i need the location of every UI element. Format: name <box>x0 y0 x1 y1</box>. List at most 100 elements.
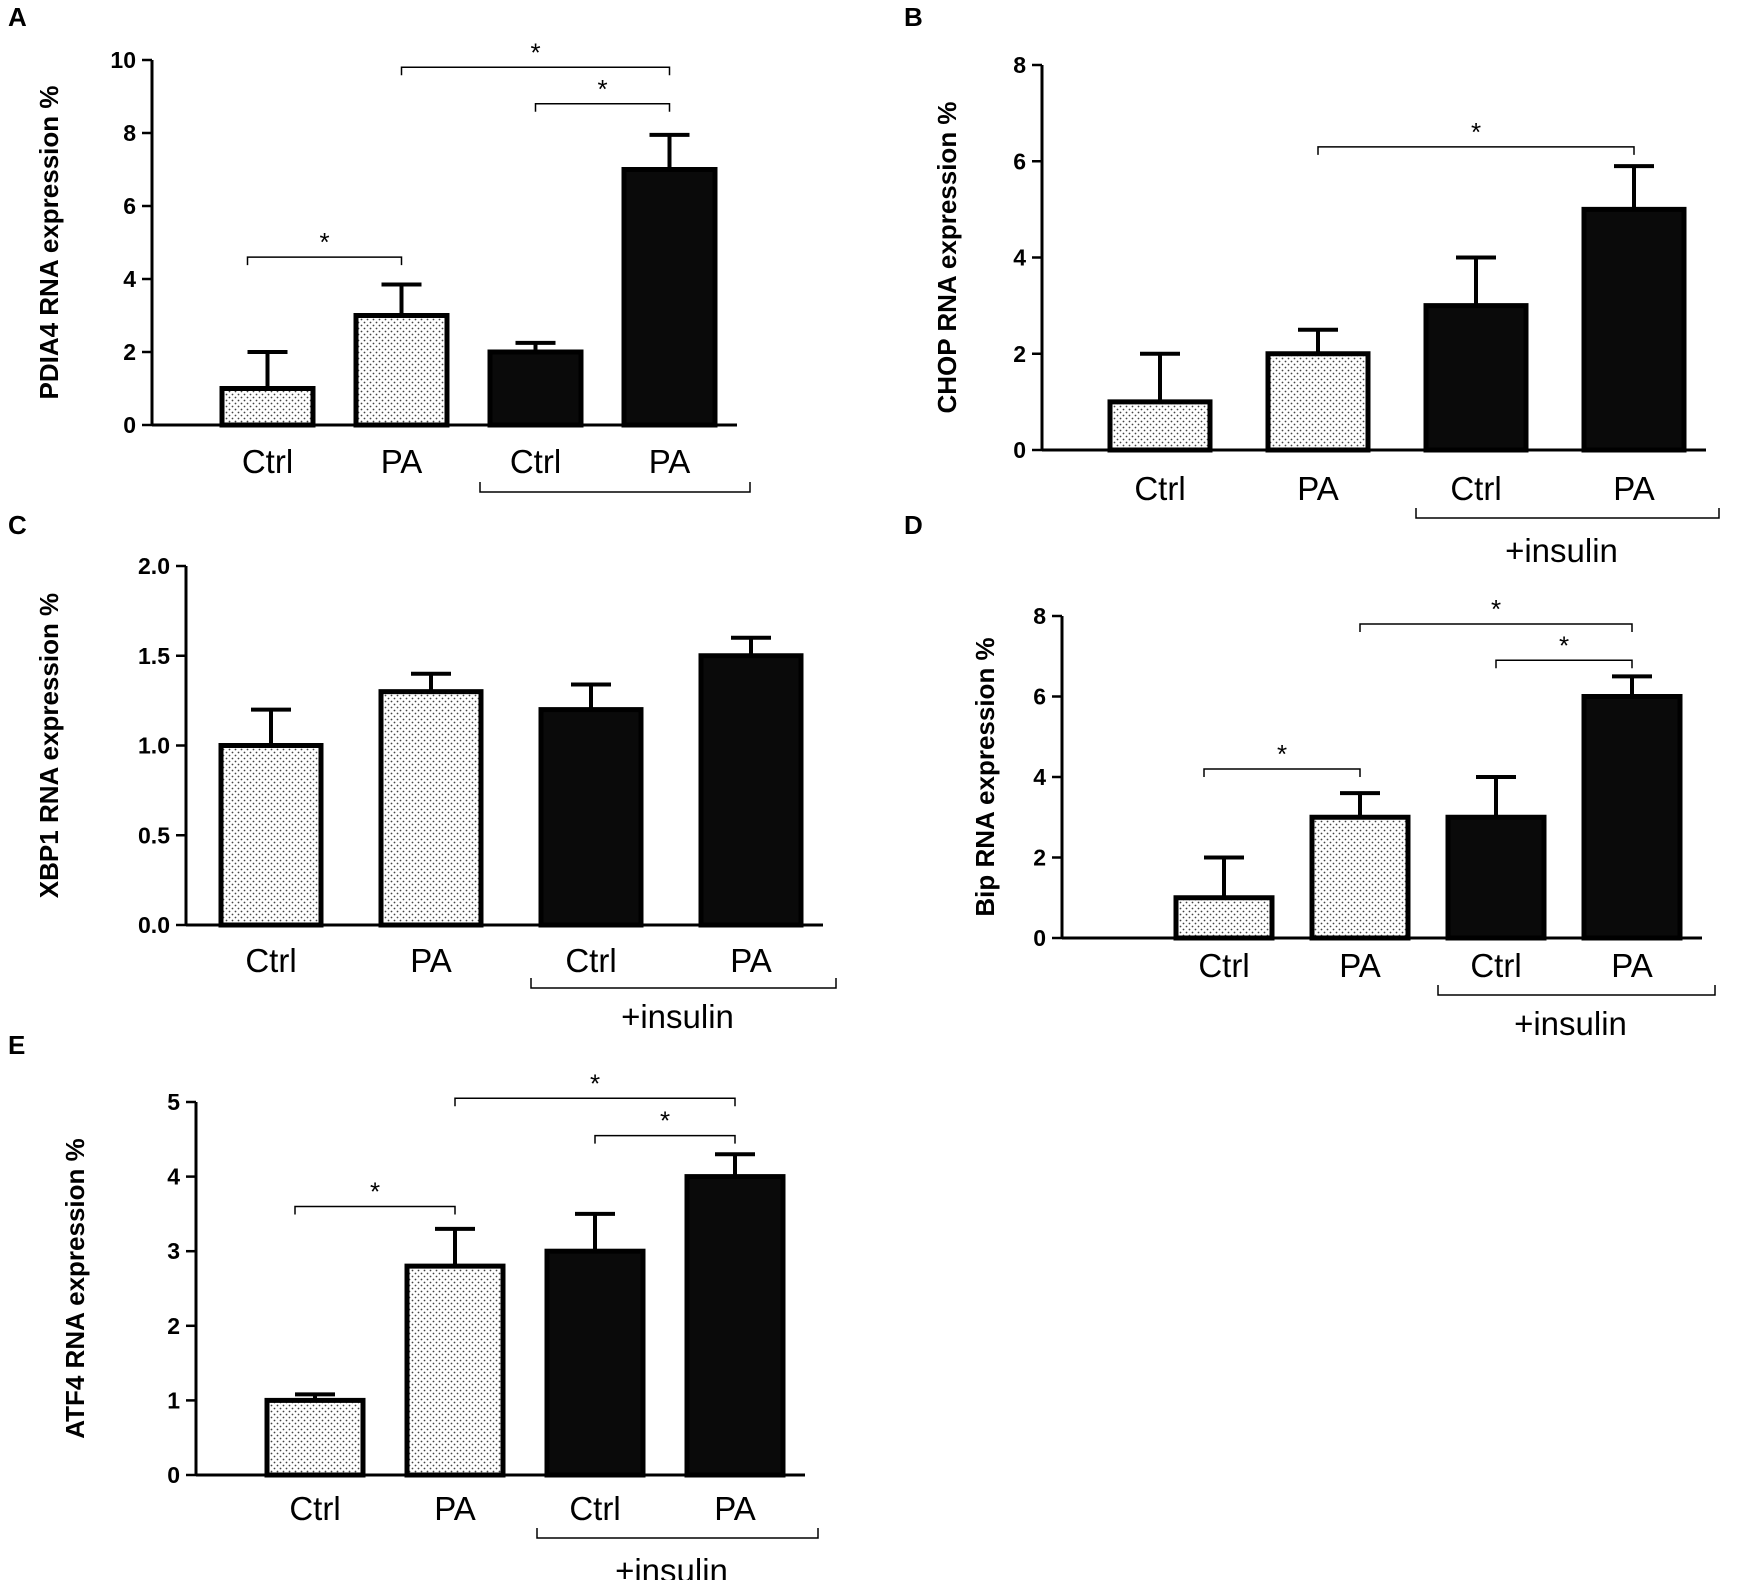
category-label: Ctrl <box>1134 470 1185 507</box>
y-tick-label: 2 <box>167 1313 180 1339</box>
significance-label: * <box>319 227 329 257</box>
y-tick-label: 1.0 <box>138 733 170 759</box>
bar <box>218 743 324 928</box>
category-label: Ctrl <box>1198 947 1249 984</box>
bar <box>487 349 584 428</box>
y-tick-label: 4 <box>1033 764 1046 790</box>
category-label: PA <box>714 1490 756 1527</box>
significance-label: * <box>597 74 607 104</box>
bar <box>544 1248 646 1478</box>
category-label: PA <box>381 443 423 480</box>
category-label: PA <box>1613 470 1655 507</box>
y-tick-label: 1 <box>167 1387 180 1413</box>
y-tick-label: 1.5 <box>138 643 170 669</box>
y-tick-label: 2.0 <box>138 553 170 579</box>
chart-a-pdia4: 0 2 4 6 8 10 PDIA4 RNA expression % Ctrl PA Ctrl P… <box>34 37 751 493</box>
group-bracket <box>536 1528 819 1539</box>
bar <box>404 1263 506 1478</box>
category-label: Ctrl <box>510 443 561 480</box>
y-axis-label: ATF4 RNA expression % <box>60 1138 90 1439</box>
chart-d-bip: 0 2 4 6 8 Bip RNA expression % Ctrl PA Ctrl PA +in… <box>970 594 1716 1040</box>
chart-e-atf4: 0 1 2 3 4 5 ATF4 RNA expression % Ctrl PA Ctrl PA +… <box>60 1068 819 1580</box>
panel-letter-b: B <box>904 2 923 32</box>
bar <box>1581 206 1687 453</box>
bar <box>684 1174 786 1478</box>
bar <box>621 167 718 428</box>
group-bracket <box>479 482 751 493</box>
significance-label: * <box>1471 117 1481 147</box>
y-tick-label: 6 <box>1013 148 1026 174</box>
y-axis-label: CHOP RNA expression % <box>932 101 962 413</box>
category-label: Ctrl <box>289 1490 340 1527</box>
chart-c-xbp1: 0.0 0.5 1.0 1.5 2.0 XBP1 RNA expression % Ctrl… <box>34 553 837 1035</box>
panel-letter-a: A <box>8 2 27 32</box>
significance-bracket <box>594 1134 736 1144</box>
category-label: Ctrl <box>1470 947 1521 984</box>
significance-bracket <box>246 256 403 266</box>
bar <box>1173 895 1275 941</box>
bar <box>1107 399 1213 453</box>
category-label: PA <box>1339 947 1381 984</box>
bar <box>1445 814 1547 941</box>
panel-letter-e: E <box>8 1030 26 1060</box>
significance-bracket <box>1317 146 1635 155</box>
y-tick-label: 2 <box>1013 341 1026 367</box>
category-label: Ctrl <box>245 942 296 979</box>
bar <box>1581 694 1683 941</box>
y-tick-label: 0 <box>167 1462 180 1488</box>
group-bracket <box>1415 508 1720 519</box>
category-label: Ctrl <box>242 443 293 480</box>
category-label: Ctrl <box>565 942 616 979</box>
chart-b-chop: 0 2 4 6 8 CHOP RNA expression % Ctrl PA Ctrl PA +i… <box>932 52 1720 569</box>
significance-label: * <box>590 1068 600 1098</box>
y-axis-label: XBP1 RNA expression % <box>34 593 64 898</box>
significance-bracket <box>1359 623 1633 633</box>
category-label: PA <box>1611 947 1653 984</box>
y-tick-label: 0.0 <box>138 912 170 938</box>
category-label: PA <box>730 942 772 979</box>
group-label: +insulin <box>615 1552 728 1580</box>
y-tick-label: 6 <box>123 193 136 219</box>
panel-letter-c: C <box>8 510 27 540</box>
category-label: PA <box>649 443 691 480</box>
group-label: +insulin <box>621 998 734 1035</box>
y-tick-label: 4 <box>1013 245 1026 271</box>
y-tick-label: 0 <box>1033 925 1046 951</box>
significance-label: * <box>1491 594 1501 624</box>
category-label: PA <box>1297 470 1339 507</box>
bar <box>219 386 316 428</box>
bar <box>1265 351 1371 453</box>
y-tick-label: 0.5 <box>138 822 170 848</box>
significance-bracket <box>294 1205 456 1215</box>
category-label: Ctrl <box>1450 470 1501 507</box>
significance-label: * <box>1559 630 1569 660</box>
category-label: PA <box>410 942 452 979</box>
group-label: +insulin <box>1514 1005 1627 1040</box>
bar <box>1309 814 1411 941</box>
bar <box>378 689 484 928</box>
y-tick-label: 10 <box>110 47 136 73</box>
bar <box>264 1397 366 1478</box>
bar <box>353 313 450 428</box>
group-label: +insulin <box>1505 532 1618 569</box>
bar <box>698 653 804 928</box>
significance-bracket <box>1495 659 1633 669</box>
y-tick-label: 4 <box>167 1164 180 1190</box>
group-bracket <box>1437 985 1716 996</box>
bar <box>1423 303 1529 453</box>
y-tick-label: 2 <box>123 339 136 365</box>
y-tick-label: 6 <box>1033 684 1046 710</box>
panel-letter-d: D <box>904 510 923 540</box>
significance-label: * <box>370 1176 380 1206</box>
y-axis-label: PDIA4 RNA expression % <box>34 85 64 399</box>
significance-bracket <box>454 1097 736 1107</box>
y-tick-label: 5 <box>167 1089 180 1115</box>
significance-label: * <box>530 37 540 67</box>
y-tick-label: 8 <box>1033 603 1046 629</box>
significance-label: * <box>660 1106 670 1136</box>
significance-label: * <box>1277 739 1287 769</box>
y-tick-label: 4 <box>123 266 136 292</box>
y-tick-label: 8 <box>1013 52 1026 78</box>
group-bracket <box>530 978 837 989</box>
y-tick-label: 0 <box>1013 437 1026 463</box>
